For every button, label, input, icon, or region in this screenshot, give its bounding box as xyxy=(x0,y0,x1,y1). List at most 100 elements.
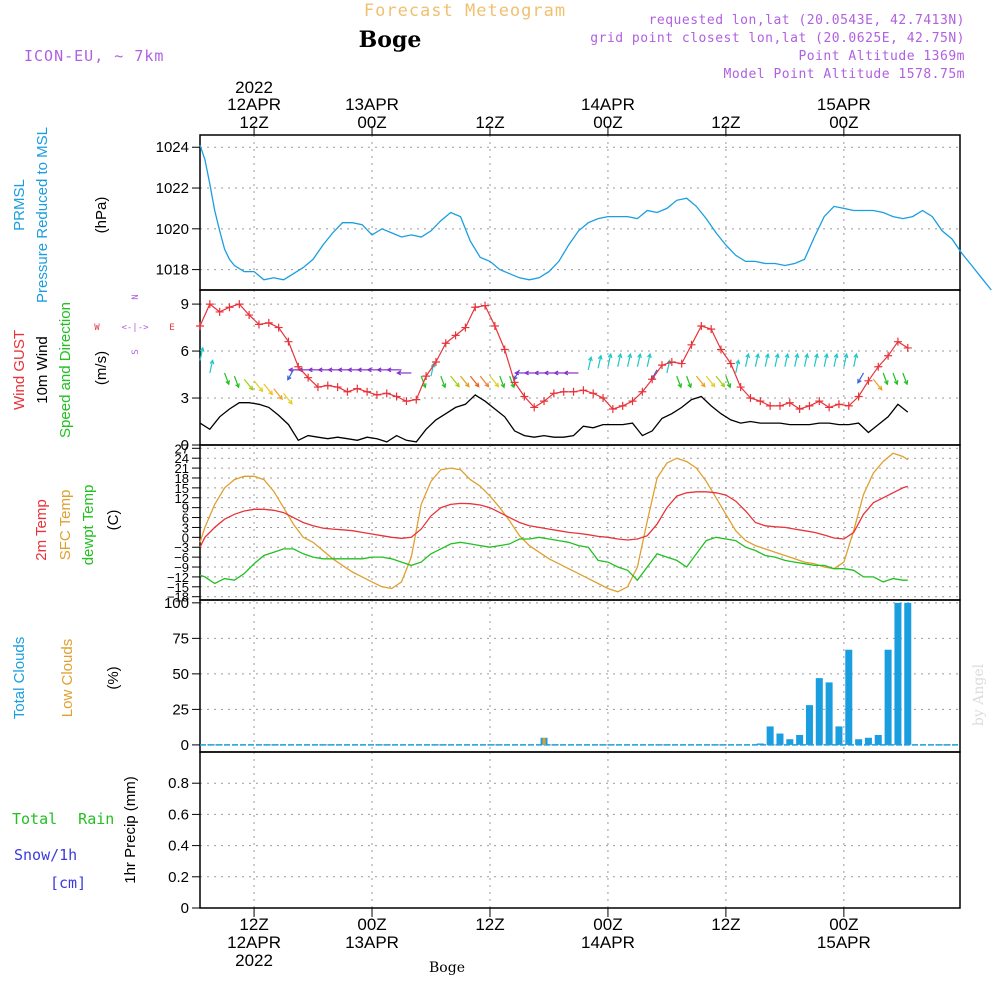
wind-panel-frame xyxy=(199,289,961,446)
gust-point-marker xyxy=(785,398,794,407)
wind-arrow-head xyxy=(745,352,751,359)
precip-axis-labels: Total Rain Snow/1h [cm] 1hr Precip (mm) xyxy=(12,776,139,892)
wind-arrow-head xyxy=(735,359,741,365)
wind-arrow-head xyxy=(617,352,623,359)
total-cloud-bar xyxy=(884,649,892,745)
temp-tick-label: −18 xyxy=(167,590,189,605)
gust-point-marker xyxy=(677,359,686,368)
gust-point-marker xyxy=(707,325,716,334)
temp-tick-label: −3 xyxy=(174,540,189,555)
gust-point-marker xyxy=(264,318,273,327)
cloud-label-low: Low Clouds xyxy=(59,639,76,717)
temp-unit: (C) xyxy=(105,510,122,531)
wind-arrow-head xyxy=(853,352,859,359)
wind-direction-arrow xyxy=(597,355,602,369)
wind-direction-arrow xyxy=(853,353,858,367)
wind-arrow-head xyxy=(843,352,849,359)
total-cloud-bar xyxy=(855,739,863,745)
header-model: ICON-EU, ~ 7km xyxy=(24,47,164,65)
wind-direction-arrow xyxy=(715,375,725,387)
pressure-series-line xyxy=(199,144,992,291)
gust-point-marker xyxy=(825,403,834,412)
gust-point-marker xyxy=(854,392,863,401)
compass-s: S xyxy=(131,349,141,354)
wind-direction-arrow xyxy=(843,353,848,367)
wind-arrow-head xyxy=(278,395,283,401)
wind-arrow-head xyxy=(514,370,520,376)
top-time-label: 12Z xyxy=(475,113,504,132)
wind-direction-arrow xyxy=(705,375,716,387)
wind-arrow-head xyxy=(327,367,333,373)
wind-axis-labels: Wind GUST 10m Wind Speed and Direction (… xyxy=(11,302,110,438)
wind-arrow-head xyxy=(307,367,313,373)
gust-point-marker xyxy=(667,358,676,367)
gust-point-marker xyxy=(294,362,303,371)
wind-arrow-head xyxy=(755,352,760,359)
wind-arrow-head xyxy=(500,383,506,389)
gust-point-marker xyxy=(884,351,893,360)
wind-arrow-head xyxy=(637,352,642,359)
wind-direction-arrow xyxy=(902,372,908,385)
wind-arrow-head xyxy=(710,382,716,388)
wind-arrow-head xyxy=(366,367,372,373)
pressure-tick-label: 1024 xyxy=(156,139,189,156)
gust-point-marker xyxy=(343,387,352,396)
wind-arrow-head xyxy=(396,370,402,376)
gust-point-marker xyxy=(648,375,657,384)
compass-e: E xyxy=(169,323,174,333)
pressure-tick-label: 1020 xyxy=(156,221,189,238)
total-cloud-bar xyxy=(776,733,784,745)
temp-label-sfc: SFC Temp xyxy=(57,490,74,561)
bottom-time-label: 00Z xyxy=(357,915,386,934)
wind-arrow-head xyxy=(857,378,862,384)
gust-point-marker xyxy=(844,401,853,410)
wind-arrow-head xyxy=(677,383,683,389)
gust-point-marker xyxy=(569,387,578,396)
wind-arrow-head xyxy=(607,352,613,359)
bottom-time-label: 00Z xyxy=(829,915,858,934)
wind-direction-arrow xyxy=(636,353,641,367)
wind-direction-arrow xyxy=(460,375,470,387)
wind-arrow-head xyxy=(484,382,490,388)
pressure-panel-frame xyxy=(199,134,961,291)
temp-label-2m: 2m Temp xyxy=(33,499,50,560)
wind-arrow-head xyxy=(494,382,500,388)
pressure-label-prmsl: PRMSL xyxy=(11,179,28,231)
credit-text: by Angel xyxy=(971,663,987,726)
wind-arrow-head xyxy=(543,370,549,376)
wind-direction-arrow xyxy=(499,375,505,388)
wind-direction-arrow xyxy=(754,353,759,367)
precip-tick-label: 0.2 xyxy=(168,869,189,886)
wind-unit: (m/s) xyxy=(93,351,110,385)
total-cloud-bar xyxy=(845,649,853,745)
gust-point-marker xyxy=(254,320,263,329)
wind-direction-arrow xyxy=(823,353,828,367)
gust-point-marker xyxy=(530,403,539,412)
wind-arrow-head xyxy=(209,359,215,365)
wind-direction-arrow xyxy=(263,383,273,395)
total-cloud-bar xyxy=(904,602,912,745)
temp-tick-label: 24 xyxy=(175,451,189,466)
gust-point-marker xyxy=(451,331,460,340)
wind-arrow-head xyxy=(464,382,470,388)
top-time-label: 12APR xyxy=(227,95,281,114)
wind-arrow-head xyxy=(268,390,274,396)
temp-tick-label: −6 xyxy=(174,550,189,565)
wind-direction-arrow xyxy=(253,380,263,392)
temp2m-series-line xyxy=(199,485,909,548)
temp-label-dewpt: dewpt Temp xyxy=(80,485,97,566)
wind-direction-arrow xyxy=(764,353,769,367)
precip-label-snow: Snow/1h xyxy=(14,846,77,864)
bottom-time-label: 14APR xyxy=(581,933,635,952)
top-time-label: 14APR xyxy=(581,95,635,114)
temp-tick-label: 0 xyxy=(182,530,189,545)
wind-direction-arrow xyxy=(273,388,283,400)
gust-point-marker xyxy=(304,373,313,382)
compass-cross: <-|-> xyxy=(121,323,149,333)
bottom-time-label: 12APR xyxy=(227,933,281,952)
gust-point-marker xyxy=(363,387,372,396)
wind-arrow-head xyxy=(225,380,230,386)
gust-point-marker xyxy=(540,397,549,406)
wind-arrow-head xyxy=(523,370,529,376)
